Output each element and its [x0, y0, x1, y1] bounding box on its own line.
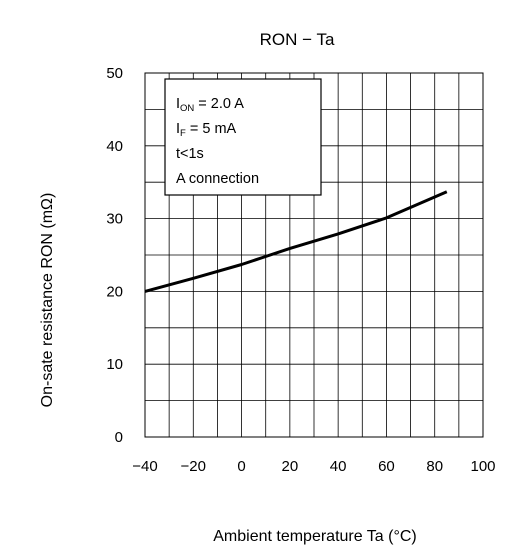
y-tick-label: 50	[106, 65, 123, 82]
series-line	[144, 190, 448, 293]
y-tick-label: 0	[115, 429, 123, 446]
x-axis-label: Ambient temperature Ta (°C)	[213, 528, 417, 545]
annotation-line-3: t<1s	[176, 146, 204, 162]
annotation-line-1-sub: ON	[180, 103, 194, 114]
y-tick-label: 40	[106, 138, 123, 155]
annotation-frame	[164, 78, 322, 196]
y-tick-label: 20	[106, 283, 123, 300]
x-tick-label: 100	[470, 458, 495, 475]
x-axis: −40 −20 0 20 40 60 80 100	[132, 458, 495, 475]
chart-title: RON − Ta	[260, 30, 335, 49]
x-tick-label: 60	[378, 458, 395, 475]
annotation-line-2: IF = 5 mA	[176, 121, 237, 139]
annotation-box: ION = 2.0 A IF = 5 mA t<1s A connection	[164, 78, 322, 196]
x-tick-label: 40	[330, 458, 347, 475]
annotation-line-1-rest: = 2.0 A	[194, 96, 244, 112]
x-tick-label: −20	[181, 458, 206, 475]
y-tick-label: 10	[106, 356, 123, 373]
y-axis-label: On-sate resistance RON (mΩ)	[39, 193, 56, 408]
annotation-line-2-rest: = 5 mA	[186, 121, 237, 137]
x-tick-label: 0	[237, 458, 245, 475]
annotation-line-4: A connection	[176, 171, 259, 187]
annotation-line-2-main: I	[176, 121, 180, 137]
y-axis: 0 10 20 30 40 50	[106, 65, 123, 446]
y-tick-label: 30	[106, 211, 123, 228]
x-tick-label: 20	[282, 458, 299, 475]
annotation-line-1: ION = 2.0 A	[176, 96, 244, 114]
plot-frame	[144, 72, 484, 438]
annotation-line-1-main: I	[176, 96, 180, 112]
series	[144, 190, 448, 293]
annotation-line-2-sub: F	[180, 128, 186, 139]
x-tick-label: −40	[132, 458, 157, 475]
x-tick-label: 80	[426, 458, 443, 475]
